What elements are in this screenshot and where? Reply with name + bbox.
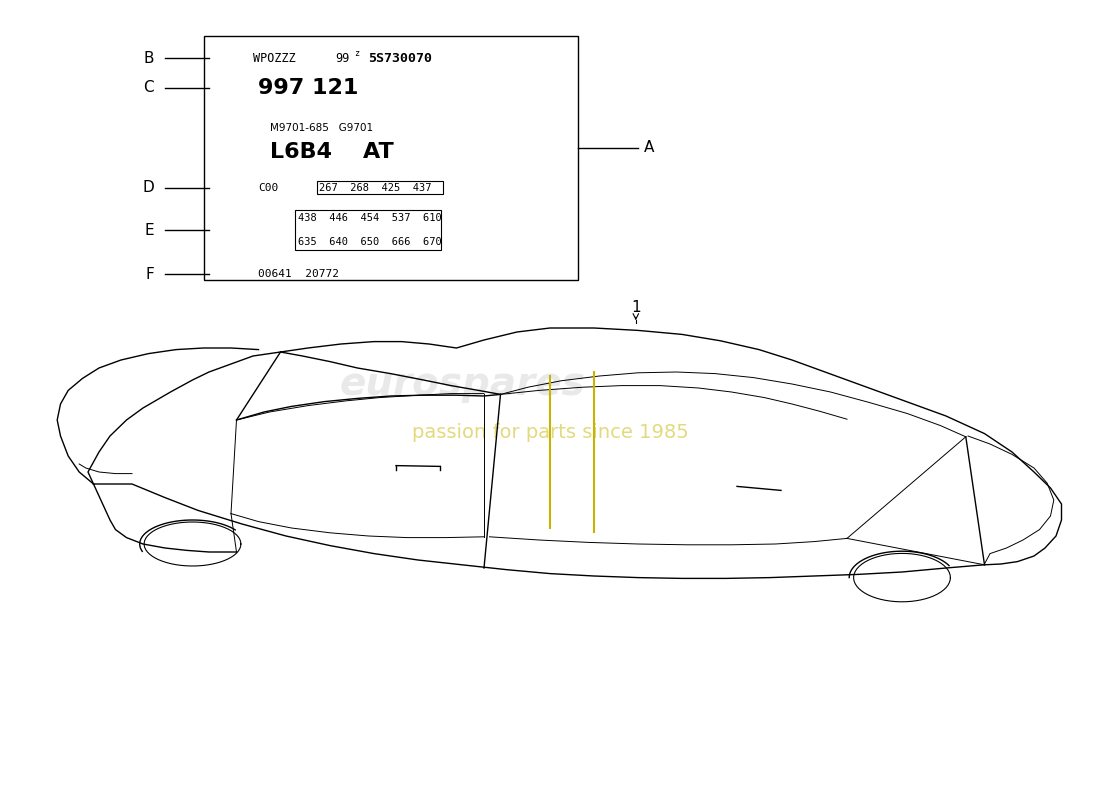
- Text: F: F: [145, 267, 154, 282]
- Bar: [317, 181, 443, 194]
- Bar: [295, 210, 441, 250]
- Text: 1: 1: [631, 301, 640, 315]
- Text: passion for parts since 1985: passion for parts since 1985: [411, 422, 689, 442]
- Text: M9701-685   G9701: M9701-685 G9701: [270, 123, 373, 133]
- Text: B: B: [143, 51, 154, 66]
- Text: 00641  20772: 00641 20772: [258, 270, 340, 279]
- Text: 5S730070: 5S730070: [368, 52, 432, 65]
- Text: WPOZZZ: WPOZZZ: [253, 52, 296, 65]
- Text: 99: 99: [336, 52, 350, 65]
- Bar: [204, 36, 578, 280]
- Text: A: A: [644, 141, 653, 155]
- Text: z: z: [354, 49, 360, 58]
- Text: 267  268  425  437: 267 268 425 437: [319, 183, 431, 193]
- Text: 635  640  650  666  670: 635 640 650 666 670: [298, 238, 442, 247]
- Text: 997 121: 997 121: [258, 78, 359, 98]
- Text: E: E: [144, 223, 154, 238]
- Text: D: D: [142, 181, 154, 195]
- Text: eurospares: eurospares: [339, 365, 585, 403]
- Text: L6B4    AT: L6B4 AT: [270, 142, 394, 162]
- Text: C00: C00: [258, 183, 278, 193]
- Text: C: C: [143, 81, 154, 95]
- Text: 438  446  454  537  610: 438 446 454 537 610: [298, 214, 442, 223]
